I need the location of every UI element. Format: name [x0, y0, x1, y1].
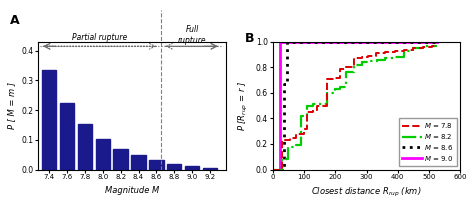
Bar [203, 168, 217, 170]
Text: Partial rupture: Partial rupture [73, 33, 128, 42]
Text: Full
rupture: Full rupture [178, 25, 206, 45]
Bar [167, 164, 182, 170]
Text: B: B [245, 32, 254, 45]
Bar [78, 124, 92, 170]
Bar [60, 103, 74, 170]
Bar [113, 149, 128, 170]
X-axis label: Closest distance $R_{rup}$ (km): Closest distance $R_{rup}$ (km) [311, 186, 422, 199]
Text: A: A [10, 14, 20, 27]
X-axis label: Magnitude M: Magnitude M [105, 186, 159, 195]
Bar [149, 160, 164, 170]
Bar [185, 166, 199, 170]
Legend: $M$ = 7.8, $M$ = 8.2, $M$ = 8.6, $M$ = 9.0: $M$ = 7.8, $M$ = 8.2, $M$ = 8.6, $M$ = 9… [399, 118, 457, 166]
Bar [42, 70, 56, 170]
Y-axis label: $P$ [$R_{rup}$ = $r$ ]: $P$ [$R_{rup}$ = $r$ ] [237, 81, 250, 131]
Y-axis label: P [ M = m ]: P [ M = m ] [7, 82, 16, 129]
Bar [96, 139, 110, 170]
Bar [131, 155, 146, 170]
